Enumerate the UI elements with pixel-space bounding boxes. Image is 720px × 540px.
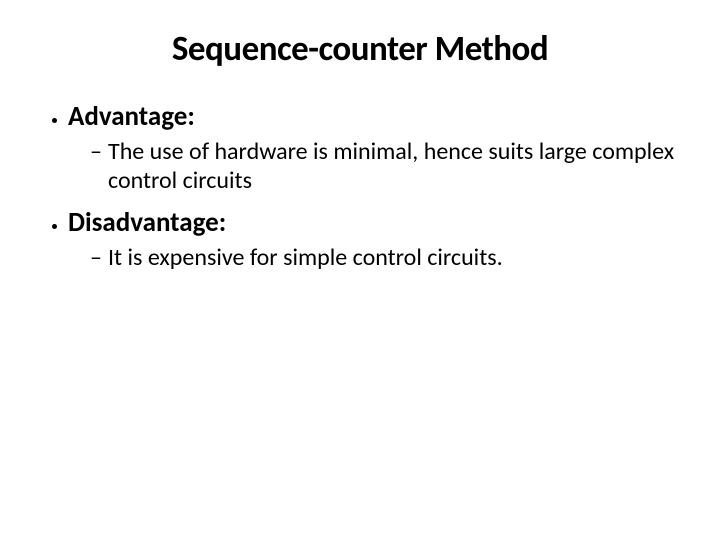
bullet-advantage: Advantage: The use of hardware is minima… — [68, 100, 680, 196]
sub-item: It is expensive for simple control circu… — [90, 243, 680, 272]
bullet-label: Disadvantage: — [68, 206, 226, 239]
bullet-disadvantage: Disadvantage: It is expensive for simple… — [68, 206, 680, 272]
sub-item: The use of hardware is minimal, hence su… — [90, 137, 680, 196]
slide-container: Sequence-counter Method Advantage: The u… — [0, 0, 720, 540]
slide-title: Sequence-counter Method — [40, 28, 680, 70]
sub-list: The use of hardware is minimal, hence su… — [68, 137, 680, 196]
sub-list: It is expensive for simple control circu… — [68, 243, 680, 272]
bullet-label: Advantage: — [68, 100, 195, 133]
bullet-list: Advantage: The use of hardware is minima… — [40, 100, 680, 272]
